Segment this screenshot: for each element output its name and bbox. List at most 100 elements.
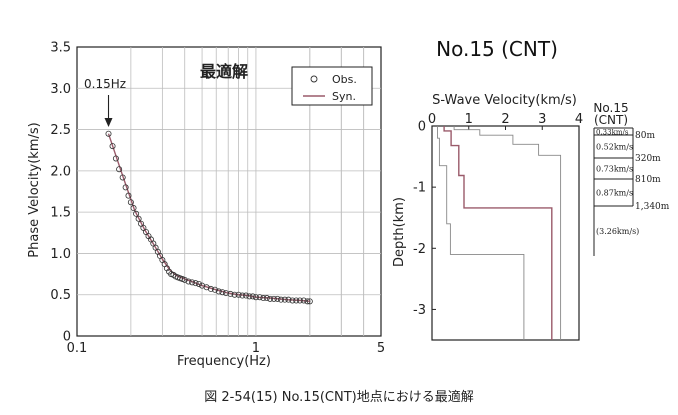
- s-wave-title: S-Wave Velocity(km/s): [432, 93, 577, 108]
- s-wave-plot-frame: [431, 125, 580, 341]
- obs-point: [195, 280, 202, 287]
- y-tick-label: 0.5: [50, 288, 71, 303]
- frequency-arrow-icon: [104, 95, 113, 127]
- optimal-solution-label: 最適解: [200, 62, 248, 81]
- figure-caption: 図 2-54(15) No.15(CNT)地点における最適解: [204, 389, 473, 405]
- obs-point: [222, 290, 229, 297]
- obs-point: [231, 291, 238, 298]
- obs-point: [249, 293, 256, 300]
- depth-axis-label: Depth(km): [392, 197, 407, 267]
- obs-point: [135, 215, 142, 222]
- obs-point: [270, 295, 277, 302]
- velocity-tick-label: 1: [465, 112, 473, 127]
- obs-point: [267, 295, 274, 302]
- page-title: No.15 (CNT): [436, 37, 558, 61]
- obs-point: [112, 155, 119, 162]
- frequency-arrow-label: 0.15Hz: [84, 77, 126, 91]
- obs-point: [189, 279, 196, 286]
- obs-point: [127, 199, 134, 206]
- velocity-profile-optimal: [443, 126, 553, 340]
- depth-tick-label: -1: [413, 181, 426, 196]
- obs-point: [140, 224, 147, 231]
- y-tick-label: 2.5: [50, 123, 71, 138]
- x-tick-label: 5: [377, 341, 385, 356]
- obs-point: [242, 292, 249, 299]
- obs-point: [192, 280, 199, 287]
- obs-point: [219, 289, 226, 296]
- layer-table: No.15 (CNT) 0.33km/s 80m0.52km/s320m0.73k…: [593, 101, 670, 256]
- velocity-tick-label: 3: [538, 112, 546, 127]
- s-wave-velocity-chart: S-Wave Velocity(km/s) 0 1 2 3 4 0 -1 -2 -3 Depth…: [392, 93, 583, 341]
- legend-box: [291, 66, 373, 106]
- x-tick-label: 1: [252, 341, 260, 356]
- obs-point: [116, 166, 123, 173]
- depth-tick-label: -3: [413, 303, 426, 318]
- obs-point: [260, 295, 267, 302]
- x-tick-label: 0.1: [67, 341, 88, 356]
- obs-point: [274, 295, 281, 302]
- y-tick-label: 0: [63, 330, 71, 345]
- obs-point: [296, 297, 303, 304]
- obs-point: [252, 294, 259, 301]
- obs-point: [211, 286, 218, 293]
- layer-depth: 1,340m: [635, 202, 670, 212]
- layer-velocity: 0.52km/s: [596, 143, 633, 152]
- obs-point: [185, 278, 192, 285]
- layer-depth: 80m: [635, 131, 655, 141]
- phase-velocity-plot-frame: [76, 46, 382, 337]
- layer-velocity: 0.33km/s: [596, 129, 629, 137]
- velocity-profile-upper: [453, 126, 562, 340]
- layer-velocity: (3.26km/s): [596, 227, 639, 236]
- obs-point: [289, 297, 296, 304]
- obs-point: [215, 288, 222, 295]
- y-tick-label: 1.5: [50, 206, 71, 221]
- depth-tick-label: 0: [418, 120, 426, 135]
- obs-point: [109, 143, 116, 150]
- phase-velocity-chart: 0 0.5 1.0 1.5 2.0 2.5 3.0 3.5 0.1 1 5 Frequency(Hz…: [27, 41, 385, 370]
- obs-point: [130, 205, 137, 212]
- velocity-tick-label: 2: [501, 112, 509, 127]
- obs-point: [256, 294, 263, 301]
- depth-tick-label: -2: [413, 242, 426, 257]
- layer-velocity: 0.73km/s: [596, 165, 633, 174]
- obs-point: [119, 174, 126, 181]
- velocity-tick-label: 0: [428, 112, 436, 127]
- obs-series: [105, 130, 313, 305]
- layer-depth: 320m: [635, 154, 661, 164]
- y-tick-label: 2.0: [50, 164, 71, 179]
- legend-obs-marker: [310, 75, 318, 83]
- obs-point: [133, 210, 140, 217]
- y-tick-label: 3.5: [50, 41, 71, 56]
- obs-point: [281, 296, 288, 303]
- layer-depth: 810m: [635, 175, 661, 185]
- y-tick-label: 3.0: [50, 82, 71, 97]
- obs-point: [227, 290, 234, 297]
- arrow-head: [104, 118, 113, 127]
- obs-point: [293, 297, 300, 304]
- phase-velocity-ticks: 0 0.5 1.0 1.5 2.0 2.5 3.0 3.5 0.1 1 5: [50, 41, 385, 357]
- syn-line: [107, 133, 310, 302]
- chart-legend: Obs. Syn.: [291, 66, 373, 106]
- obs-point: [235, 291, 242, 298]
- obs-point: [263, 295, 270, 302]
- legend-syn-label: Syn.: [332, 90, 356, 103]
- obs-point: [105, 130, 112, 137]
- s-wave-series: [437, 126, 562, 340]
- obs-point: [277, 296, 284, 303]
- obs-point: [122, 184, 129, 191]
- layer-table-subtitle: (CNT): [594, 113, 628, 127]
- obs-point: [125, 192, 132, 199]
- x-axis-label: Frequency(Hz): [177, 354, 271, 369]
- velocity-tick-label: 4: [575, 112, 583, 127]
- layer-table-title: No.15: [593, 101, 628, 115]
- obs-point: [181, 276, 188, 283]
- obs-point: [246, 293, 253, 300]
- layer-velocity: 0.87km/s: [596, 189, 633, 198]
- obs-point: [285, 296, 292, 303]
- obs-point: [306, 298, 313, 305]
- legend-obs-label: Obs.: [332, 73, 357, 86]
- syn-series: [107, 133, 310, 302]
- obs-point: [300, 297, 307, 304]
